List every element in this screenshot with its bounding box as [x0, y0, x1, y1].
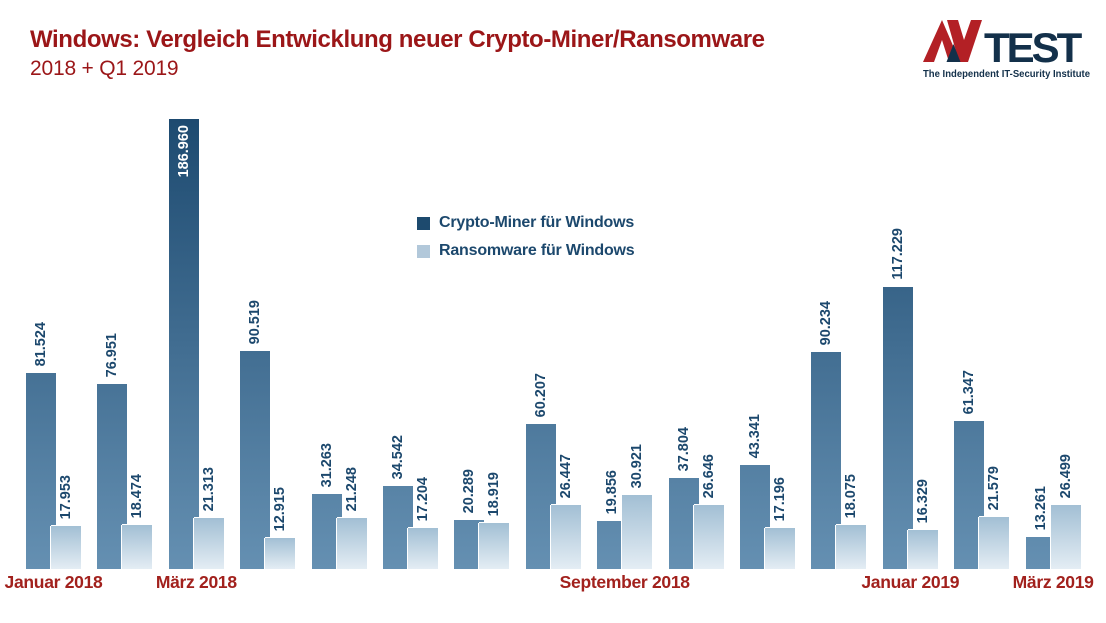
ransomware-swatch-icon — [417, 244, 430, 258]
x-axis-label-marz-2019: März 2019 — [1012, 572, 1094, 592]
bar-chart-plot-area: 81.524 17.953 76.951 18.474 186.960 21.313 90.… — [0, 119, 1106, 569]
value-label: 18.919 — [486, 471, 503, 516]
value-label: 31.263 — [318, 442, 335, 487]
bar-ransomware-oktober-2018 — [693, 505, 724, 569]
legend-label-crypto-miner: Crypto-Miner für Windows — [439, 214, 635, 231]
x-axis-label-januar-2018: Januar 2018 — [4, 572, 103, 592]
value-label: 81.524 — [33, 321, 49, 366]
bar-ransomware-juli-2018 — [479, 523, 510, 569]
bar-ransomware-april-2018 — [265, 538, 296, 569]
value-label: 18.474 — [129, 473, 146, 518]
value-label: 13.261 — [1032, 485, 1049, 530]
value-label: 26.499 — [1057, 453, 1074, 498]
chart-legend: Crypto-Miner für Windows Ransomware für … — [417, 214, 635, 270]
value-label: 43.341 — [747, 413, 763, 458]
value-label: 60.207 — [532, 372, 549, 417]
logo-tagline: The Independent IT-Security Institute — [923, 68, 1090, 80]
bar-ransomware-september-2018 — [622, 495, 653, 569]
x-axis-label-marz-2018: März 2018 — [155, 572, 237, 592]
avtest-monogram-icon — [923, 20, 982, 62]
bar-ransomware-juni-2018 — [408, 528, 438, 569]
avtest-logo: TEST The Independent IT-Security Institu… — [922, 18, 1092, 82]
value-label: 21.313 — [200, 466, 217, 511]
value-label: 26.447 — [557, 453, 574, 498]
bar-ransomware-mai-2018 — [336, 518, 367, 569]
value-label: 18.075 — [843, 473, 860, 518]
value-label: 21.248 — [343, 466, 360, 511]
bar-crypto-miner-april-2018 — [240, 351, 271, 569]
page-title: Windows: Vergleich Entwicklung neuer Cry… — [30, 26, 765, 53]
value-label: 26.646 — [700, 453, 717, 498]
value-label: 12.915 — [272, 486, 289, 531]
value-label: 90.234 — [818, 300, 835, 345]
bar-crypto-miner-marz-2018 — [168, 119, 199, 569]
value-label: 19.856 — [604, 469, 621, 514]
value-label: 20.289 — [461, 468, 478, 513]
value-label: 186.960 — [175, 125, 192, 178]
value-label: 34.542 — [390, 434, 406, 479]
bar-ransomware-marz-2019 — [1050, 505, 1081, 569]
bar-ransomware-dezember-2018 — [836, 525, 867, 569]
value-label: 117.229 — [889, 228, 906, 280]
bar-ransomware-februar-2018 — [122, 525, 153, 569]
value-label: 30.921 — [629, 443, 646, 488]
value-label: 17.196 — [772, 476, 788, 521]
legend-item-ransomware: Ransomware für Windows — [417, 242, 635, 260]
logo-test-text: TEST — [984, 24, 1083, 71]
value-label: 37.804 — [675, 426, 692, 471]
crypto-miner-swatch-icon — [417, 216, 430, 230]
value-label: 16.329 — [914, 478, 931, 523]
bar-ransomware-februar-2019 — [979, 517, 1010, 569]
bar-ransomware-marz-2018 — [193, 518, 224, 569]
x-axis-label-januar-2019: Januar 2019 — [861, 572, 960, 592]
value-label: 76.951 — [104, 332, 121, 377]
value-label: 21.579 — [986, 465, 1003, 510]
page-subtitle: 2018 + Q1 2019 — [30, 57, 179, 80]
value-label: 61.347 — [961, 369, 978, 414]
x-axis-label-september-2018: September 2018 — [559, 572, 690, 592]
bar-ransomware-januar-2019 — [907, 530, 938, 569]
legend-item-crypto-miner: Crypto-Miner für Windows — [417, 214, 634, 232]
legend-label-ransomware: Ransomware für Windows — [439, 242, 635, 259]
bar-ransomware-august-2018 — [550, 505, 581, 569]
bar-ransomware-januar-2018 — [51, 526, 81, 569]
bar-ransomware-november-2018 — [765, 528, 795, 569]
x-axis: Januar 2018 März 2018 September 2018 Januar… — [0, 572, 1106, 596]
value-label: 17.204 — [415, 476, 431, 521]
bar-crypto-miner-januar-2019 — [882, 287, 913, 569]
value-label: 17.953 — [58, 474, 74, 519]
value-label: 90.519 — [247, 299, 264, 344]
